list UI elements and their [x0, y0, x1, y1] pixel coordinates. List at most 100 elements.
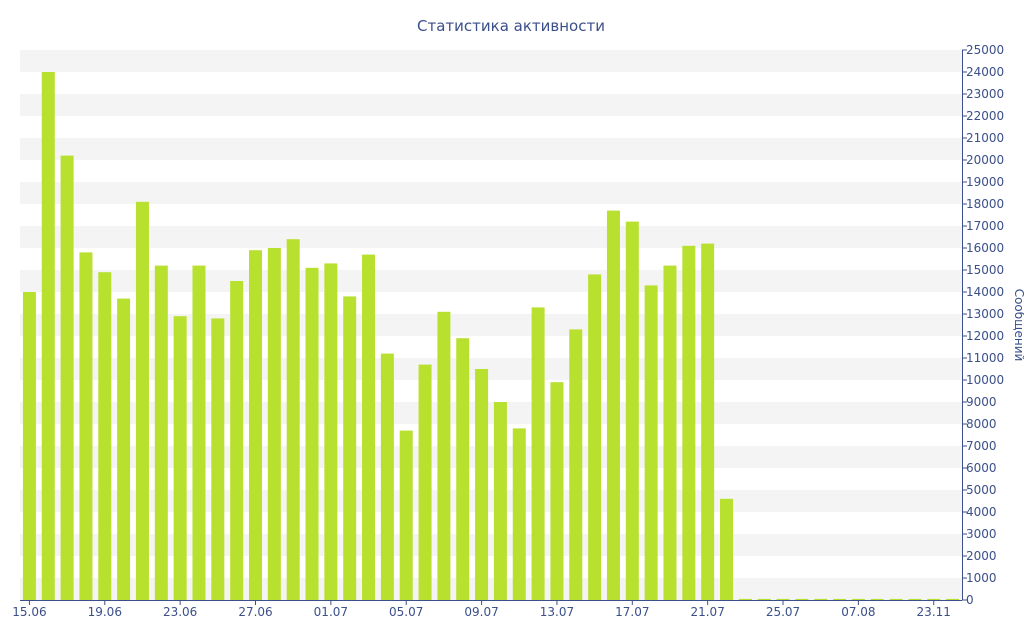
bar[interactable] [98, 272, 112, 600]
grid-band [20, 226, 962, 248]
x-tick-label: 01.07 [314, 605, 348, 619]
bar[interactable] [135, 201, 149, 601]
y-ticks-group: 0 1000 2000 3000 4000 5000 6000 7000 8000 9000 100… [962, 43, 1004, 607]
bar[interactable] [531, 307, 545, 600]
bar[interactable] [230, 281, 244, 600]
y-tick-label: 11000 [966, 351, 1004, 365]
y-tick-label: 24000 [966, 65, 1004, 79]
y-tick-label: 10000 [966, 373, 1004, 387]
bar[interactable] [814, 598, 828, 600]
bar[interactable] [870, 598, 884, 600]
y-tick-label: 9000 [966, 395, 997, 409]
bars-group [22, 72, 960, 601]
y-tick-label: 19000 [966, 175, 1004, 189]
bar[interactable] [606, 210, 620, 600]
grid-band [20, 94, 962, 116]
bar[interactable] [437, 311, 451, 600]
y-tick-label: 1000 [966, 571, 997, 585]
y-tick-label: 17000 [966, 219, 1004, 233]
y-tick-label: 5000 [966, 483, 997, 497]
bar[interactable] [418, 364, 432, 600]
grid-band [20, 182, 962, 204]
bar[interactable] [720, 498, 733, 600]
bar[interactable] [493, 402, 507, 600]
bar[interactable] [757, 598, 771, 600]
bar[interactable] [795, 598, 809, 600]
bar[interactable] [625, 221, 639, 600]
bar[interactable] [60, 155, 74, 600]
x-tick-label: 25.07 [766, 605, 800, 619]
bar[interactable] [324, 263, 338, 600]
bar[interactable] [512, 428, 526, 600]
grid-band [20, 138, 962, 160]
bar[interactable] [851, 598, 865, 600]
bar[interactable] [550, 382, 564, 600]
y-axis-label: Сообщений [1012, 289, 1024, 362]
bar[interactable] [644, 285, 658, 600]
bar[interactable] [889, 598, 903, 600]
y-tick-label: 7000 [966, 439, 997, 453]
y-tick-label: 14000 [966, 285, 1004, 299]
y-tick-label: 8000 [966, 417, 997, 431]
bar[interactable] [399, 430, 413, 600]
bar[interactable] [192, 265, 206, 600]
y-tick-label: 16000 [966, 241, 1004, 255]
y-tick-label: 13000 [966, 307, 1004, 321]
y-tick-label: 25000 [966, 43, 1004, 57]
bar[interactable] [701, 243, 715, 600]
bar[interactable] [682, 245, 696, 601]
bar[interactable] [569, 329, 583, 600]
bar[interactable] [41, 72, 55, 600]
y-tick-label: 21000 [966, 131, 1004, 145]
y-tick-label: 2000 [966, 549, 997, 563]
y-tick-label: 15000 [966, 263, 1004, 277]
x-tick-label: 23.06 [163, 605, 197, 619]
bar[interactable] [211, 318, 225, 600]
chart-title: Статистика активности [417, 17, 605, 35]
bar[interactable] [475, 369, 489, 600]
y-tick-label: 0 [966, 593, 974, 607]
bar[interactable] [286, 239, 300, 600]
bar[interactable] [833, 598, 847, 600]
x-tick-label: 23.11 [917, 605, 951, 619]
bar[interactable] [776, 598, 790, 600]
bar[interactable] [305, 267, 319, 600]
x-tick-label: 27.06 [238, 605, 272, 619]
bar[interactable] [738, 598, 752, 600]
bar[interactable] [456, 338, 470, 600]
axes-group [20, 50, 963, 601]
x-tick-label: 21.07 [690, 605, 724, 619]
bar[interactable] [117, 298, 131, 600]
bar[interactable] [380, 353, 394, 600]
y-tick-label: 3000 [966, 527, 997, 541]
x-tick-label: 05.07 [389, 605, 423, 619]
bar[interactable] [173, 316, 187, 600]
x-ticks-group: 15.06 19.06 23.06 27.06 01.07 05.07 09.07 13.07… [12, 600, 951, 619]
y-tick-label: 23000 [966, 87, 1004, 101]
bar[interactable] [154, 265, 168, 600]
y-tick-label: 20000 [966, 153, 1004, 167]
x-tick-label: 17.07 [615, 605, 649, 619]
x-tick-label: 13.07 [540, 605, 574, 619]
y-tick-label: 18000 [966, 197, 1004, 211]
bar[interactable] [946, 598, 960, 600]
bar[interactable] [267, 248, 281, 600]
x-tick-label: 09.07 [464, 605, 498, 619]
bar[interactable] [927, 598, 941, 600]
grid-band [20, 50, 962, 72]
y-tick-label: 4000 [966, 505, 997, 519]
bar[interactable] [908, 598, 922, 600]
bar[interactable] [362, 254, 376, 600]
bar[interactable] [79, 252, 93, 600]
bar[interactable] [663, 265, 677, 600]
x-tick-label: 15.06 [12, 605, 46, 619]
bar[interactable] [588, 274, 602, 600]
bar[interactable] [22, 292, 36, 600]
y-tick-label: 6000 [966, 461, 997, 475]
bar[interactable] [249, 250, 262, 600]
y-tick-label: 12000 [966, 329, 1004, 343]
x-tick-label: 07.08 [841, 605, 875, 619]
x-tick-label: 19.06 [88, 605, 122, 619]
bar[interactable] [343, 296, 357, 600]
